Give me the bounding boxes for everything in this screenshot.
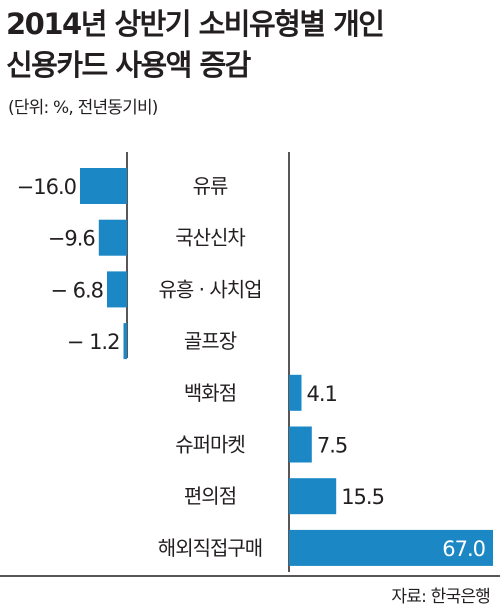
value-label-0: −16.0	[17, 175, 76, 199]
chart-title-line-1: 2014년 상반기 소비유형별 개인	[6, 7, 385, 41]
source-note: 자료: 한국은행	[391, 587, 490, 607]
value-label-3: − 1.2	[67, 330, 120, 354]
chart-subtitle: (단위: %, 전년동기비)	[8, 98, 158, 118]
bar-3	[123, 323, 127, 360]
bar-5	[289, 426, 312, 463]
value-label-group: −16.0 −9.6 − 6.8 − 1.2 4.1 7.5 15.5 67.0	[17, 175, 486, 561]
bar-0	[80, 168, 127, 204]
category-label-5: 슈퍼마켓	[175, 433, 245, 457]
value-label-1: −9.6	[48, 227, 96, 251]
bar-2	[107, 271, 127, 308]
value-label-7: 67.0	[442, 537, 485, 561]
category-label-1: 국산신차	[175, 226, 245, 250]
value-label-4: 4.1	[306, 382, 336, 406]
chart-title-line-2: 신용카드 사용액 증감	[6, 48, 251, 82]
category-label-4: 백화점	[184, 381, 236, 405]
bar-4	[289, 374, 302, 411]
bar-1	[98, 219, 127, 256]
value-label-6: 15.5	[341, 485, 384, 509]
bar-7	[289, 529, 493, 566]
bar-6	[289, 478, 337, 515]
category-label-2: 유흥 · 사치업	[158, 277, 261, 301]
value-label-5: 7.5	[317, 434, 347, 458]
category-label-3: 골프장	[184, 329, 237, 353]
category-label-0: 유류	[193, 174, 228, 198]
value-label-2: − 6.8	[50, 278, 103, 302]
bar-group	[80, 168, 493, 566]
category-label-7: 해외직접구매	[158, 536, 262, 560]
category-label-6: 편의점	[184, 484, 236, 508]
